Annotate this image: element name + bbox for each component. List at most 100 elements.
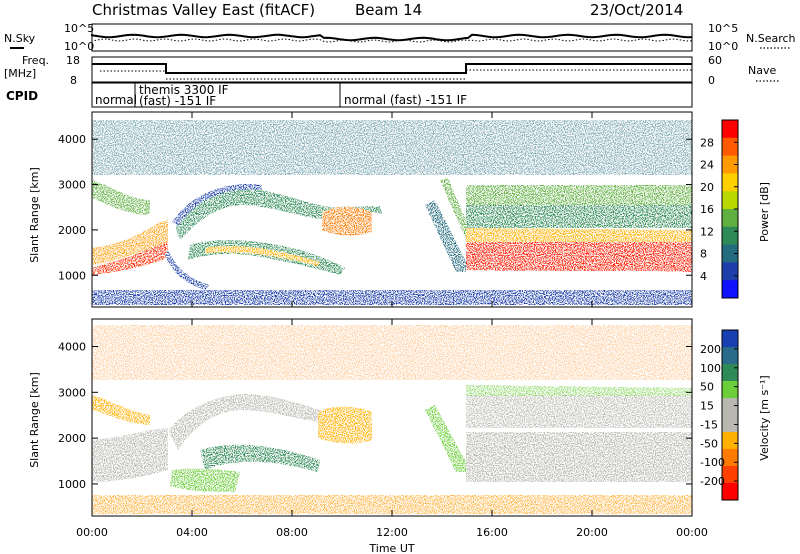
- colorbar-swatch: [722, 330, 738, 348]
- colorbar-swatch: [722, 173, 738, 192]
- colorbar-tick-label: 12: [700, 225, 714, 238]
- power-arc: [175, 189, 330, 240]
- date-label: 23/Oct/2014: [590, 1, 683, 19]
- power-arc-edge: [172, 184, 262, 226]
- freq-right-tick-top: 60: [708, 54, 722, 67]
- colorbar-tick-label: 100: [700, 362, 721, 375]
- colorbar-tick-label: 200: [700, 343, 721, 356]
- freq-panel: Freq. [MHz] 18 8 60 0 Nave: [4, 54, 780, 87]
- colorbar-swatch: [722, 364, 738, 382]
- power-evening-band: [466, 240, 692, 272]
- velocity-dawn-streaks: [425, 405, 466, 472]
- cpid-segment-2: themis 3300 IF: [139, 83, 229, 97]
- colorbar-tick-label: 24: [700, 159, 714, 172]
- x-axis-label: Time UT: [368, 542, 414, 554]
- velocity-lower-band-2: [170, 468, 240, 492]
- cpid-segment-1: normal: [95, 93, 137, 107]
- velocity-early-band: [92, 428, 168, 482]
- cpid-segment-3: normal (fast) -151 IF: [344, 93, 467, 107]
- velocity-arc: [168, 394, 332, 450]
- power-high-range-noise: [92, 120, 692, 175]
- colorbar-swatch: [722, 466, 738, 484]
- velocity-y-axis-label: Slant Range [km]: [28, 372, 41, 468]
- y-tick-label: 2000: [58, 432, 86, 445]
- colorbar-tick-label: -200: [700, 475, 725, 488]
- colorbar-tick-label: -50: [700, 437, 718, 450]
- y-tick-label: 2000: [58, 224, 86, 237]
- beam-label: Beam 14: [355, 1, 422, 19]
- colorbar-swatch: [722, 262, 738, 281]
- colorbar-swatch: [722, 280, 738, 299]
- power-y-axis-label: Slant Range [km]: [28, 167, 41, 263]
- freq-left-tick-bottom: 8: [70, 74, 77, 87]
- colorbar-tick-label: -100: [700, 456, 725, 469]
- x-axis-ticks: 00:00 04:00 08:00 12:00 16:00 20:00 00:00: [76, 112, 708, 539]
- x-tick-label: 20:00: [576, 526, 608, 539]
- colorbar-tick-label: 15: [700, 400, 714, 413]
- velocity-evening-upper: [466, 395, 692, 428]
- y-tick-label: 3000: [58, 386, 86, 399]
- nsearch-label: N.Search: [746, 32, 796, 45]
- colorbar-swatch: [722, 191, 738, 210]
- velocity-evening-band: [466, 432, 692, 482]
- y-tick-label: 3000: [58, 179, 86, 192]
- velocity-early-upper: [92, 395, 150, 425]
- power-early-upper: [92, 180, 150, 215]
- colorbar-tick-label: 8: [700, 248, 707, 261]
- colorbar-tick-label: 20: [700, 181, 714, 194]
- colorbar-swatch: [722, 483, 738, 501]
- velocity-low-range-noise: [92, 495, 692, 514]
- power-colorbar-label: Power [dB]: [758, 182, 771, 242]
- power-dawn-streaks: [425, 200, 466, 272]
- nsky-panel: N.Sky 10^5 10^0 10^5 10^0 N.Search: [4, 22, 796, 53]
- nave-trace: [100, 69, 692, 80]
- colorbar-tick-label: 28: [700, 136, 714, 149]
- power-panel: Slant Range [km] 1000 2000 3000 4000: [28, 111, 693, 308]
- x-tick-label: 00:00: [676, 526, 708, 539]
- power-evening-mid: [466, 205, 692, 228]
- freq-label: Freq.: [22, 54, 49, 67]
- power-early-band-halo: [92, 220, 168, 265]
- power-lower-band: [188, 239, 345, 275]
- colorbar-swatch: [722, 137, 738, 157]
- nsearch-trace: [91, 38, 693, 43]
- velocity-y-ticks: 1000 2000 3000 4000: [58, 340, 692, 491]
- x-tick-label: 08:00: [276, 526, 308, 539]
- frequency-trace: [92, 63, 692, 74]
- nsky-label: N.Sky: [4, 32, 36, 45]
- power-evening-upper: [466, 185, 692, 205]
- velocity-heatmap: [92, 325, 692, 514]
- colorbar-frame: [721, 329, 739, 501]
- power-lower-band-core: [205, 245, 320, 266]
- power-patch: [322, 206, 372, 236]
- freq-unit-label: [MHz]: [4, 67, 36, 80]
- x-tick-label: 04:00: [176, 526, 208, 539]
- velocity-colorbar-label: Velocity [m s⁻¹]: [758, 375, 771, 460]
- y-tick-label: 1000: [58, 478, 86, 491]
- velocity-panel: Slant Range [km] 1000 2000 3000 4000: [28, 318, 693, 517]
- freq-right-tick-bottom: 0: [708, 74, 715, 87]
- x-tick-label: 12:00: [376, 526, 408, 539]
- colorbar-swatch: [722, 155, 738, 174]
- colorbar-swatch: [722, 347, 738, 365]
- y-tick-label: 4000: [58, 133, 86, 146]
- cpid-label: CPID: [6, 89, 38, 103]
- chart-title: Christmas Valley East (fitACF): [92, 1, 315, 19]
- colorbar-swatch: [722, 244, 738, 263]
- velocity-colorbar: 200 100 50 15 -15 -50 -100 -200: [700, 329, 739, 501]
- power-dawn-streaks-2: [440, 178, 466, 240]
- power-y-ticks: 1000 2000 3000 4000: [58, 133, 692, 282]
- colorbar-swatch: [722, 381, 738, 399]
- colorbar-tick-label: -15: [700, 418, 718, 431]
- colorbar-swatch: [722, 398, 738, 416]
- velocity-evening-flecks: [466, 385, 692, 396]
- y-tick-label: 1000: [58, 269, 86, 282]
- power-heatmap: [92, 120, 692, 305]
- colorbar-tick-label: 16: [700, 203, 714, 216]
- velocity-high-range-noise: [92, 325, 692, 380]
- colorbar-swatch: [722, 226, 738, 246]
- colorbar-tick-label: 50: [700, 381, 714, 394]
- cpid-panel: CPID normal themis 3300 IF (fast) -151 I…: [6, 82, 693, 108]
- nsky-right-tick-top: 10^5: [708, 22, 738, 35]
- x-tick-label: 00:00: [76, 526, 108, 539]
